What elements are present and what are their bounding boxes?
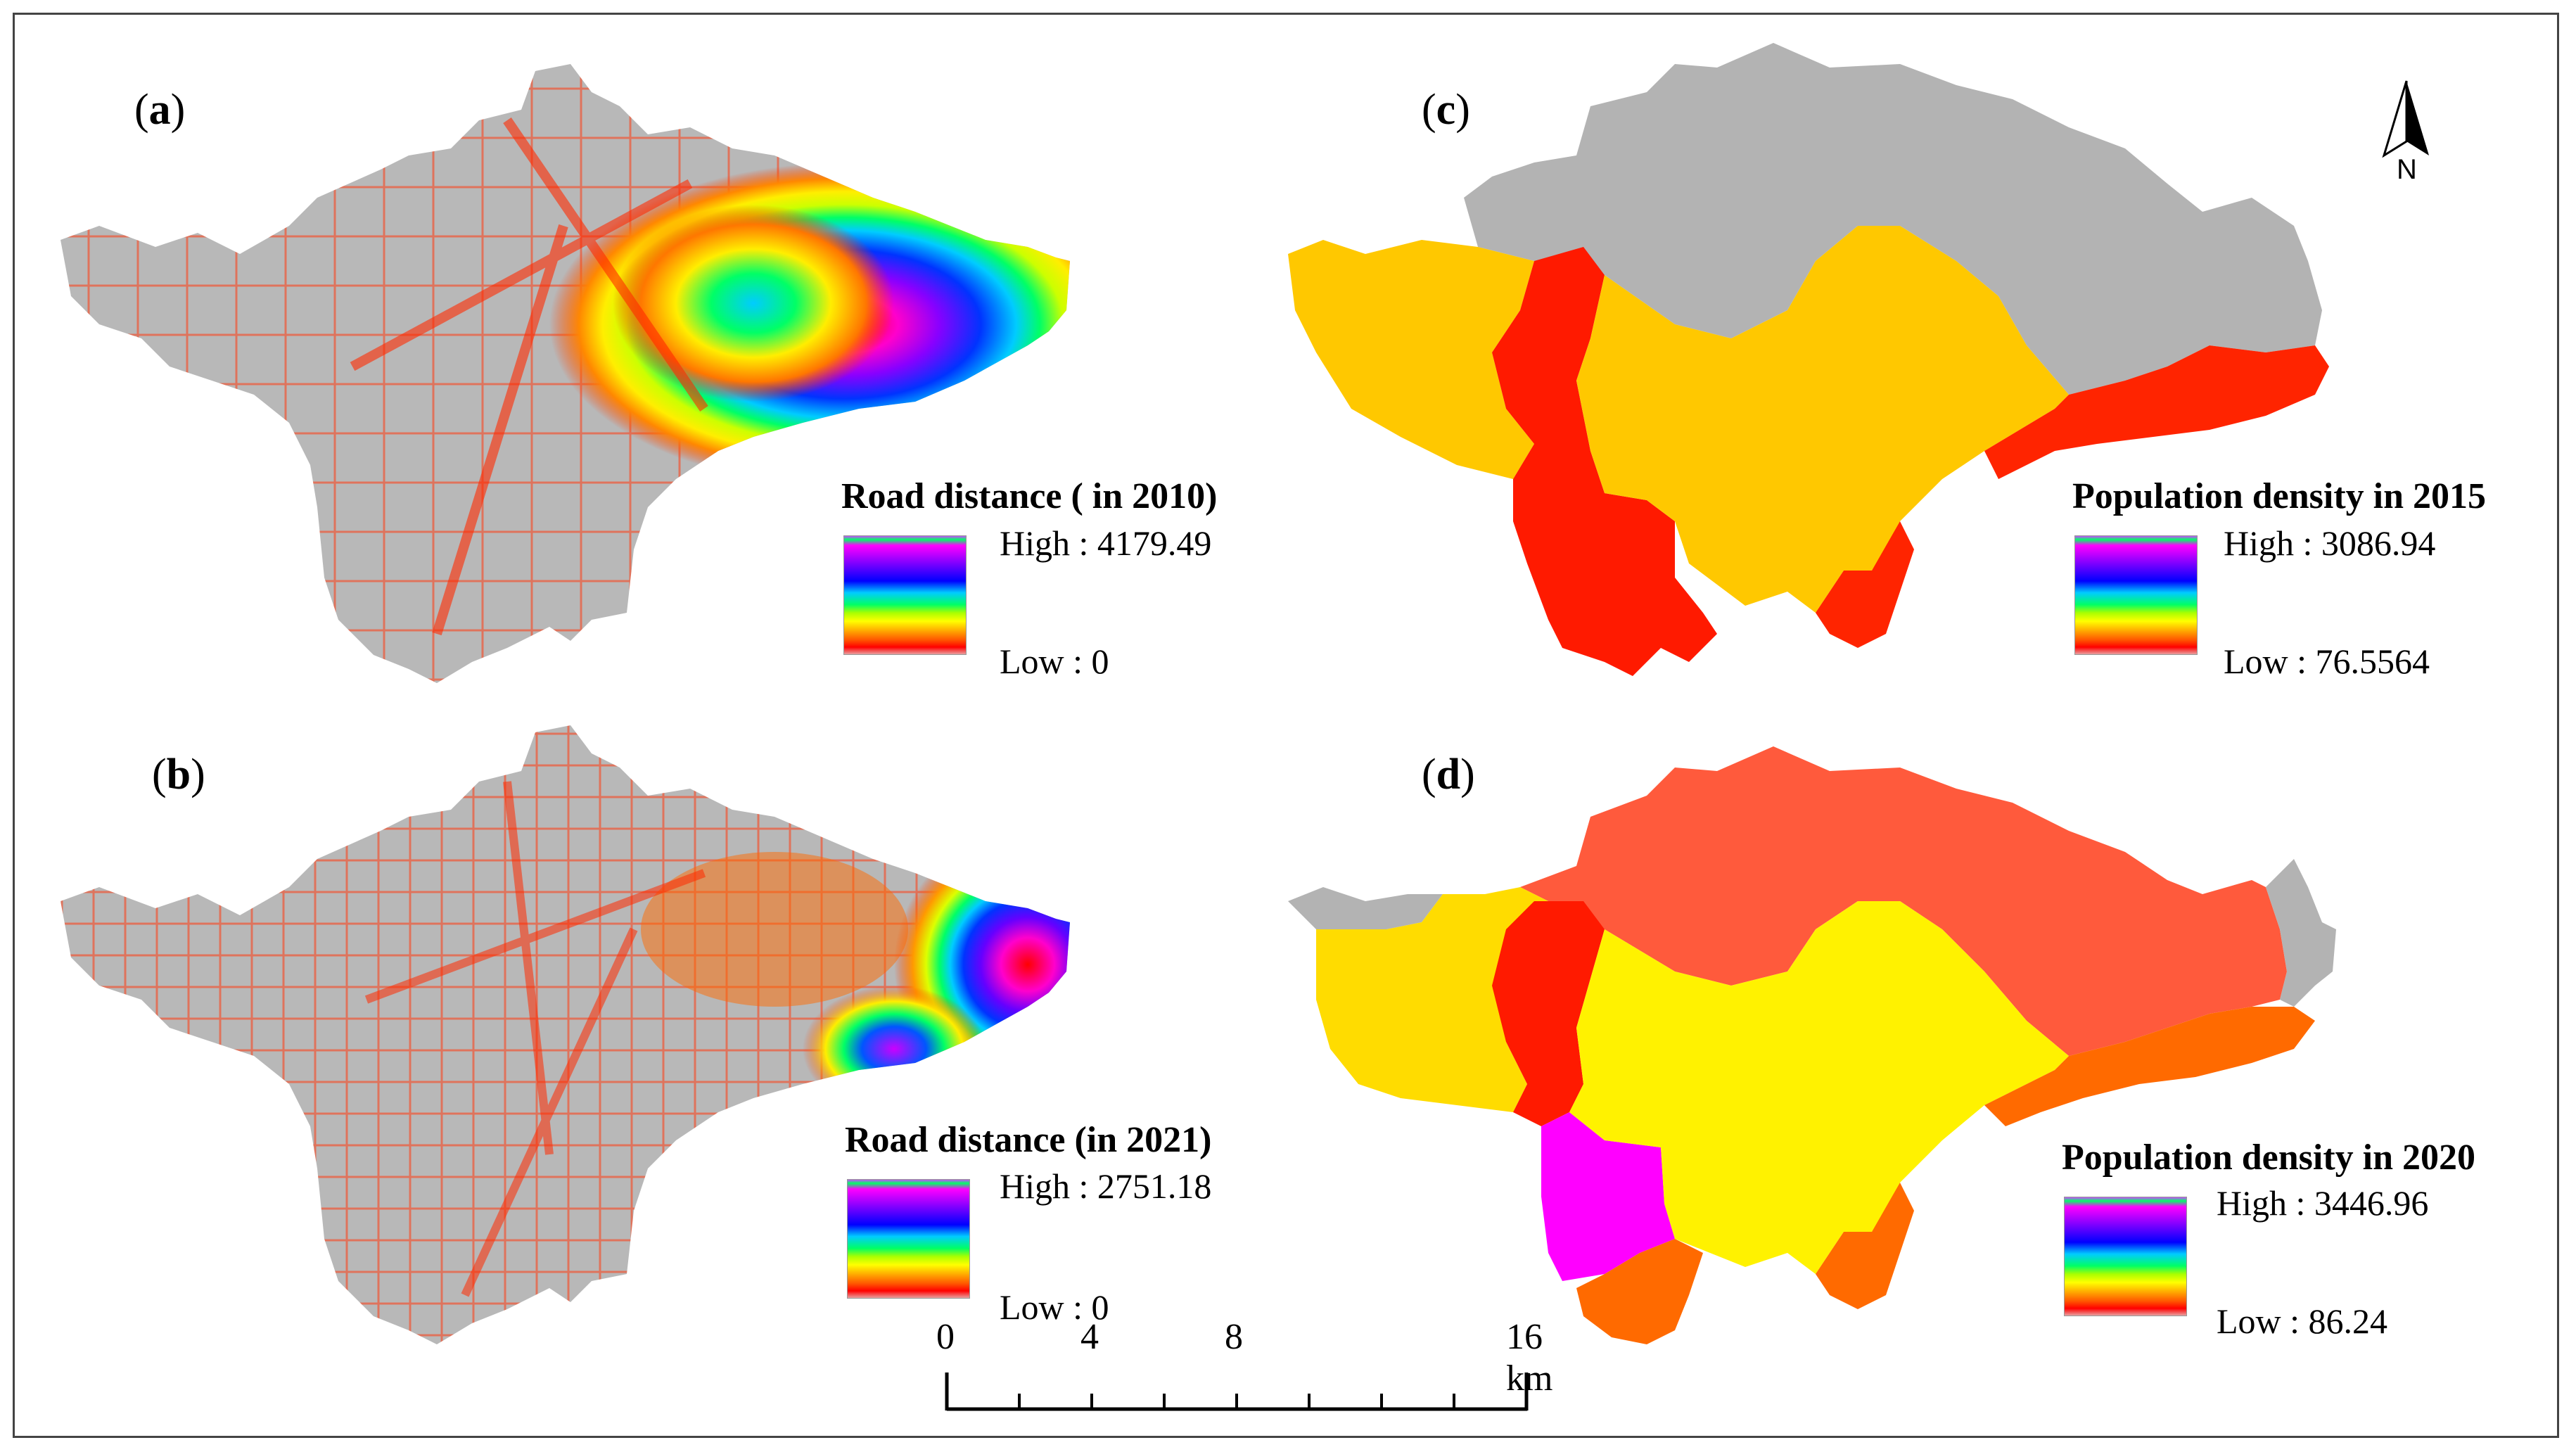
panel-a-label: (a): [134, 86, 186, 134]
region-c-north: [1464, 43, 2322, 395]
panel-a-legend-title: Road distance ( in 2010): [841, 476, 1218, 516]
panel-c-legend-low: Low : 76.5564: [2224, 642, 2430, 681]
region-c-west: [1288, 240, 1534, 479]
region-d-central: [1569, 901, 2069, 1274]
scale-label-0: 0: [936, 1317, 955, 1357]
north-arrow-icon: [2382, 80, 2429, 158]
panel-c: (c) N Population density in 2015 High : …: [1281, 15, 2561, 718]
panel-b-legend-low: Low : 0: [1000, 1287, 1109, 1327]
panel-d-label: (d): [1422, 751, 1475, 798]
panel-c-legend-colorbar: [2074, 535, 2198, 655]
panel-a-legend-high: High : 4179.49: [1000, 523, 1212, 563]
panel-d-legend-colorbar: [2064, 1197, 2187, 1316]
region-c-red-corridor: [1492, 247, 1717, 676]
panel-d-legend-low: Low : 86.24: [2217, 1301, 2388, 1341]
figure-frame: (a) Road distance ( in 2010) High : 4179…: [13, 13, 2559, 1438]
panel-b-legend-colorbar: [847, 1179, 970, 1299]
panel-b-legend-high: High : 2751.18: [1000, 1166, 1212, 1206]
panel-a-legend-colorbar: [843, 535, 967, 655]
panel-c-legend-title: Population density in 2015: [2072, 476, 2487, 516]
region-d-southeast: [1984, 1007, 2315, 1126]
panel-c-label: (c): [1422, 86, 1470, 134]
panel-d-legend-title: Population density in 2020: [2062, 1138, 2476, 1178]
panel-c-map: [1288, 43, 2329, 676]
scale-bar-ruler: [945, 1373, 1529, 1411]
scale-label-16km: 16 km: [1506, 1317, 1553, 1399]
scale-bar: 0 4 8 16 km: [915, 1316, 1552, 1443]
panel-b-map: [60, 725, 1070, 1344]
region-d-north: [1520, 746, 2287, 1056]
panel-d-map: [1288, 746, 2336, 1344]
panel-a-legend-low: Low : 0: [1000, 642, 1109, 681]
panel-a: (a) Road distance ( in 2010) High : 4179…: [15, 15, 1281, 718]
north-arrow: N: [2378, 78, 2435, 191]
region-d-east-grey: [2266, 859, 2336, 1007]
region-d-west: [1316, 887, 1562, 1112]
region-d-magenta: [1541, 1112, 1675, 1281]
region-d-south-lobe: [1816, 1183, 1914, 1309]
north-arrow-letter: N: [2397, 154, 2417, 185]
panel-b: (b) Road distance (in 2021) High : 2751.…: [15, 718, 1281, 1436]
region-d-red-corridor: [1492, 901, 1605, 1126]
panel-d-legend-high: High : 3446.96: [2217, 1183, 2429, 1223]
panel-b-label: (b): [152, 751, 205, 798]
panel-d: (d) Population density in 2020 High : 34…: [1281, 718, 2561, 1436]
scale-label-4: 4: [1080, 1317, 1099, 1357]
panel-b-legend-title: Road distance (in 2021): [845, 1120, 1212, 1160]
region-d-west-grey: [1288, 887, 1443, 929]
panel-a-map: [60, 64, 1070, 683]
panel-c-legend-high: High : 3086.94: [2224, 523, 2436, 563]
region-c-south-lobe: [1816, 521, 1914, 648]
region-c-southeast: [1984, 345, 2329, 479]
region-c-central: [1576, 226, 2069, 613]
scale-label-8: 8: [1225, 1317, 1243, 1357]
region-d-south-west-lobe: [1576, 1239, 1703, 1344]
